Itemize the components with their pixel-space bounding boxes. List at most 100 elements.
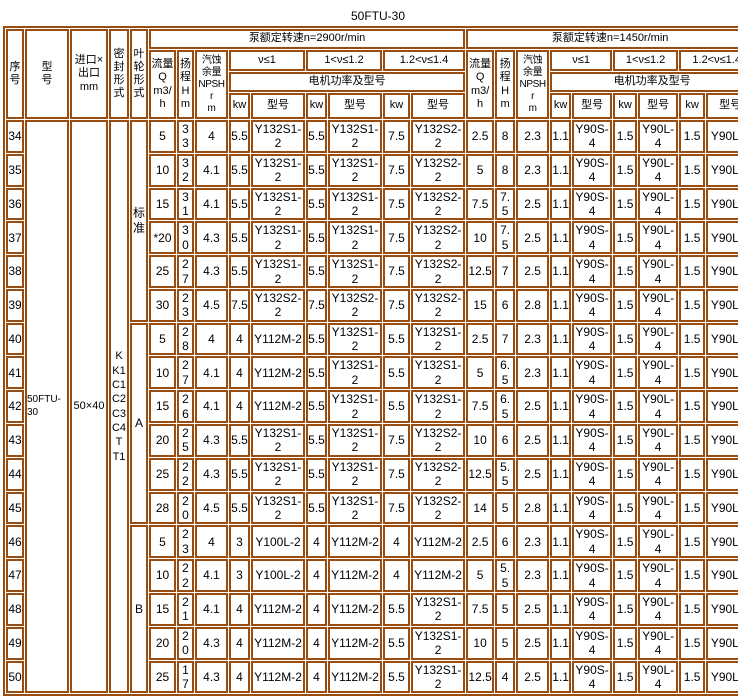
page-title: 50FTU-30: [350, 9, 406, 23]
motor-model-2900: Y132S1-2: [328, 424, 382, 457]
motor-model-2900: Y132S1-2: [251, 120, 305, 153]
row-number: 41: [6, 356, 24, 390]
flow-q-2900: 25: [149, 660, 176, 694]
kw-1450: 1.1: [550, 559, 572, 592]
head-h-2900: 23: [177, 525, 194, 559]
kw-1450: 1.5: [679, 390, 706, 424]
motor-model-1450: Y90L-4: [706, 187, 738, 221]
kw-2900: 4: [229, 660, 250, 694]
col-header-model-no: 型号: [328, 93, 382, 119]
flow-q-1450: 2.5: [466, 322, 495, 356]
motor-model-1450: Y90L-4: [638, 255, 679, 288]
motor-model-2900: Y112M-2: [251, 390, 305, 424]
motor-model-1450: Y90S-4: [572, 356, 613, 390]
flow-q-1450: 10: [466, 424, 495, 457]
motor-model-1450: Y90L-4: [638, 356, 679, 390]
motor-model-1450: Y90L-4: [706, 559, 738, 592]
motor-model-1450: Y90L-4: [706, 525, 738, 559]
kw-1450: 1.5: [679, 559, 706, 592]
motor-model-2900: Y132S1-2: [411, 390, 466, 424]
motor-power-header-2900: 电机功率及型号: [229, 72, 466, 92]
kw-1450: 1.1: [550, 424, 572, 457]
col-header-impeller: 叶 轮 形 式: [130, 29, 148, 119]
motor-model-1450: Y90L-4: [638, 660, 679, 694]
head-h-1450: 4: [495, 660, 516, 694]
row-number: 36: [6, 187, 24, 221]
kw-2900: 5.5: [383, 660, 410, 694]
npsh-1450: 2.5: [516, 187, 550, 221]
head-h-1450: 6.5: [495, 390, 516, 424]
motor-model-2900: Y132S1-2: [411, 322, 466, 356]
motor-model-1450: Y90S-4: [572, 221, 613, 255]
motor-model-2900: Y132S1-2: [251, 153, 305, 187]
row-number: 43: [6, 424, 24, 457]
motor-model-1450: Y90L-4: [706, 255, 738, 288]
kw-2900: 5.5: [306, 120, 327, 153]
motor-model-2900: Y100L-2: [251, 525, 305, 559]
motor-model-1450: Y90L-4: [638, 221, 679, 255]
col-header-model-no: 型号: [706, 93, 738, 119]
motor-model-1450: Y90S-4: [572, 187, 613, 221]
kw-2900: 5.5: [383, 390, 410, 424]
viscosity-header-1450-1: ν≤1: [550, 50, 613, 71]
kw-2900: 4: [383, 525, 410, 559]
motor-model-2900: Y132S1-2: [251, 221, 305, 255]
kw-1450: 1.5: [613, 592, 638, 626]
col-header-inlet-outlet: 进口× 出口mm: [70, 29, 108, 119]
row-number: 38: [6, 255, 24, 288]
motor-model-2900: Y112M-2: [411, 525, 466, 559]
table-row: 47 10 22 4.1 3 Y100L-2 4 Y112M-2 4 Y112M-2 5 5.5 2.3…: [6, 559, 738, 592]
kw-1450: 1.5: [613, 559, 638, 592]
motor-model-2900: Y132S2-2: [411, 288, 466, 322]
kw-2900: 5.5: [383, 322, 410, 356]
npsh-2900: 4: [195, 322, 228, 356]
motor-model-1450: Y90S-4: [572, 660, 613, 694]
kw-2900: 4: [306, 525, 327, 559]
flow-q-2900: 15: [149, 390, 176, 424]
motor-model-2900: Y132S1-2: [328, 390, 382, 424]
motor-model-1450: Y90L-4: [706, 153, 738, 187]
col-header-model-no: 型号: [251, 93, 305, 119]
viscosity-header-2900-1: ν≤1: [229, 50, 305, 71]
col-header-model-no: 型号: [411, 93, 466, 119]
kw-2900: 7.5: [383, 255, 410, 288]
col-header-head-1450: 扬 程 H m: [495, 50, 516, 119]
motor-model-1450: Y90L-4: [638, 491, 679, 525]
motor-model-1450: Y90S-4: [572, 255, 613, 288]
head-h-2900: 20: [177, 626, 194, 660]
motor-model-2900: Y132S2-2: [251, 288, 305, 322]
head-h-1450: 7.5: [495, 221, 516, 255]
npsh-1450: 2.3: [516, 525, 550, 559]
col-header-model-no: 型号: [572, 93, 613, 119]
kw-2900: 7.5: [383, 153, 410, 187]
kw-1450: 1.1: [550, 356, 572, 390]
kw-1450: 1.5: [613, 660, 638, 694]
kw-1450: 1.1: [550, 626, 572, 660]
head-h-2900: 25: [177, 424, 194, 457]
motor-model-2900: Y132S1-2: [251, 187, 305, 221]
section-header-1450: 泵额定转速n=1450r/min: [466, 29, 738, 49]
flow-q-2900: 5: [149, 120, 176, 153]
motor-model-1450: Y90L-4: [638, 322, 679, 356]
table-row: 41 10 27 4.1 4 Y112M-2 5.5 Y132S1-2 5.5 Y132S1-2 5…: [6, 356, 738, 390]
kw-1450: 1.5: [613, 153, 638, 187]
col-header-flow-1450: 流量 Q m3/h: [466, 50, 495, 119]
row-number: 37: [6, 221, 24, 255]
head-h-1450: 6.5: [495, 356, 516, 390]
col-header-seq: 序 号: [6, 29, 24, 119]
kw-2900: 4: [306, 660, 327, 694]
flow-q-2900: *20: [149, 221, 176, 255]
head-h-2900: 21: [177, 592, 194, 626]
motor-model-1450: Y90L-4: [638, 457, 679, 491]
kw-2900: 4: [229, 322, 250, 356]
kw-2900: 3: [229, 525, 250, 559]
npsh-2900: 4: [195, 525, 228, 559]
head-h-2900: 31: [177, 187, 194, 221]
kw-1450: 1.5: [679, 660, 706, 694]
motor-model-2900: Y132S2-2: [328, 288, 382, 322]
motor-model-2900: Y132S1-2: [328, 491, 382, 525]
row-number: 39: [6, 288, 24, 322]
flow-q-2900: 5: [149, 322, 176, 356]
flow-q-1450: 12.5: [466, 457, 495, 491]
kw-1450: 1.5: [679, 120, 706, 153]
